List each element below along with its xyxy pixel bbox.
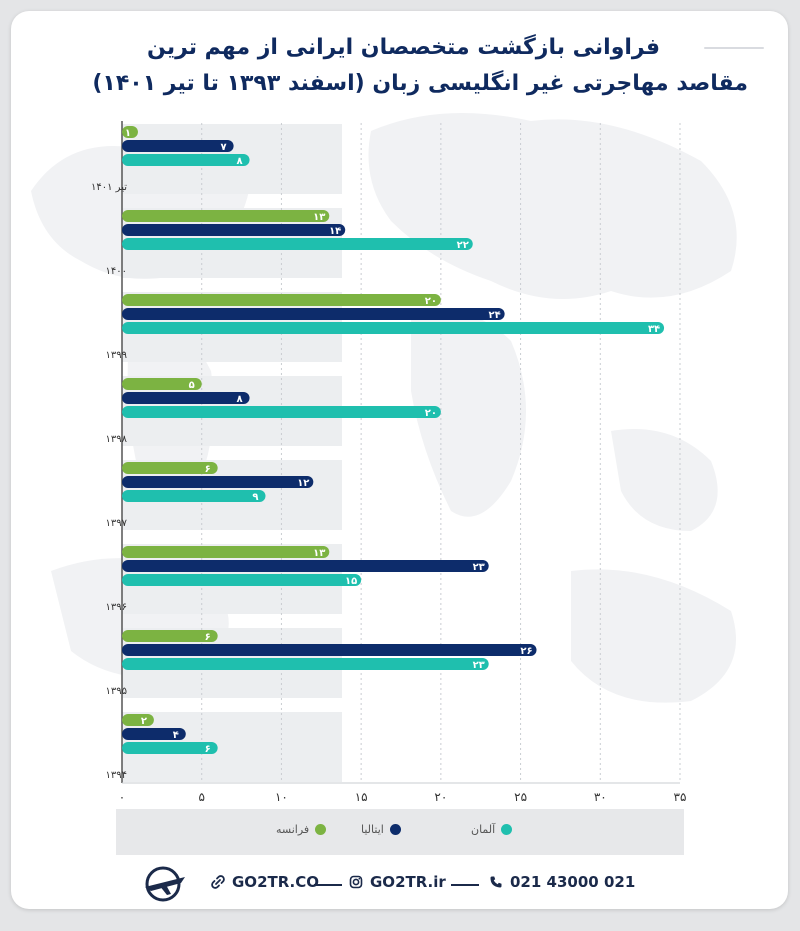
x-tick-label: ۰ [119,790,125,804]
category-label: ۱۳۹۷ [106,518,128,529]
bar-data-label: ۶ [205,464,211,475]
x-tick-label: ۵ [198,790,204,804]
phone-icon [490,876,502,888]
bar [122,308,505,320]
title-decoration-line [704,47,764,49]
x-tick-label: ۳۵ [674,790,687,804]
bar-data-label: ۲۰ [425,408,437,419]
bar [122,644,537,656]
bar-data-label: ۶ [205,744,211,755]
bar-data-label: ۷ [221,142,227,153]
bar [122,294,441,306]
bar-data-label: ۸ [236,394,242,405]
legend-item-italy: ایتالیا [361,823,401,836]
footer: GO2TR.CO GO2TR.ir 021 43000 021 [11,861,788,906]
bar-data-label: ۱۳ [313,548,325,559]
link-icon [211,875,225,889]
bar [122,210,330,222]
bar-data-label: ۲۳ [473,562,485,573]
category-label: ۱۳۹۴ [106,770,127,781]
x-tick-label: ۲۵ [514,790,527,804]
legend-label-germany: آلمان [471,823,496,836]
bar [122,462,218,474]
bar-data-label: ۱۲ [297,478,309,489]
infographic-card: فراوانی بازگشت متخصصان ایرانی از مهم تری… [11,11,788,909]
bar [122,140,234,152]
chart-title-line-1: فراوانی بازگشت متخصصان ایرانی از مهم تری… [147,35,660,60]
instagram-link[interactable]: GO2TR.ir [349,873,446,891]
legend: آلمان ایتالیا فرانسه [116,809,684,855]
category-label: ۱۳۹۹ [106,350,127,361]
bar-data-label: ۳۴ [648,324,660,335]
bar-data-label: ۲۳ [473,660,485,671]
bar-data-label: ۹ [252,492,258,503]
x-tick-label: ۲۰ [434,790,447,804]
bar-data-label: ۲ [141,716,147,727]
bar [122,378,202,390]
bar [122,406,441,418]
x-tick-label: ۱۰ [275,790,288,804]
bar [122,714,154,726]
bar-data-label: ۱۵ [345,576,357,587]
bar [122,224,346,236]
plane-logo-icon [145,866,185,902]
bar-data-label: ۱ [125,128,131,139]
bar-data-label: ۸ [236,156,242,167]
bar-data-label: ۲۴ [489,310,501,321]
legend-item-germany: آلمان [471,823,513,836]
bar [122,630,218,642]
bar [122,728,186,740]
bar [122,476,314,488]
website-text: GO2TR.CO [232,873,320,891]
footer-separator [451,884,479,886]
footer-separator [314,884,342,886]
bar [122,574,362,586]
bar-data-label: ۵ [189,380,195,391]
category-label: ۱۳۹۶ [106,602,127,613]
category-label: ۱۴۰۰ [106,266,127,277]
bar [122,742,218,754]
bar-data-label: ۲۶ [520,646,532,657]
bar-data-label: ۲۰ [425,296,437,307]
legend-item-france: فرانسه [276,823,327,836]
legend-swatch-italy [389,824,401,835]
legend-swatch-germany [501,824,513,835]
bar [122,126,138,138]
x-tick-label: ۳۰ [594,790,607,804]
instagram-icon [349,875,363,889]
category-label: ۱۳۹۵ [106,686,127,697]
bar [122,490,266,502]
chart-title-line-2: مقاصد مهاجرتی غیر انگلیسی زبان (اسفند ۱۳… [92,71,748,96]
category-label: تیر ۱۴۰۱ [91,182,127,193]
website-link[interactable]: GO2TR.CO [211,873,319,891]
bar [122,238,473,250]
x-tick-label: ۱۵ [355,790,368,804]
legend-label-france: فرانسه [276,823,310,836]
bar [122,392,250,404]
bar-data-label: ۶ [205,632,211,643]
legend-swatch-france [315,824,327,835]
bar [122,546,330,558]
bar [122,658,489,670]
category-label: ۱۳۹۸ [106,434,128,445]
bar [122,560,489,572]
phone-link[interactable]: 021 43000 021 [489,873,635,891]
bar [122,322,665,334]
bar-data-label: ۲۲ [457,240,469,251]
legend-label-italy: ایتالیا [361,823,384,836]
bar-data-label: ۱۳ [313,212,325,223]
instagram-text: GO2TR.ir [370,873,446,891]
bar-data-label: ۴ [173,730,179,741]
bar [122,154,250,166]
bar-data-label: ۱۴ [329,226,341,237]
phone-text: 021 43000 021 [510,873,636,891]
